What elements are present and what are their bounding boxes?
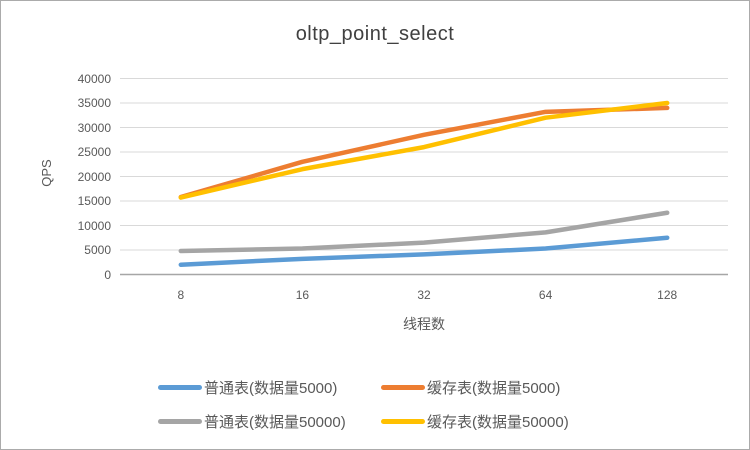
x-tick-label: 16 [295,288,310,302]
y-tick-label: 40000 [77,71,111,86]
legend-label: 普通表(数据量5000) [204,380,338,397]
series-line-2 [178,210,670,254]
series-line-1 [178,105,670,200]
x-tick-label: 64 [538,288,553,302]
y-tick-label: 15000 [77,194,111,208]
chart-title: oltp_point_select [295,23,455,45]
legend-label: 缓存表(数据量50000) [427,414,569,431]
legend-item: 普通表(数据量5000) [158,377,381,398]
y-tick-label: 30000 [77,120,111,135]
legend-swatch [381,385,425,390]
x-tick-label: 32 [417,288,431,302]
y-tick-label: 0 [104,267,111,282]
x-tick-label: 128 [657,288,678,302]
series-line-0 [178,235,670,267]
legend: 普通表(数据量5000) 缓存表(数据量5000) 普通表(数据量50000) 缓存表… [158,377,604,432]
legend-item: 普通表(数据量50000) [158,411,381,432]
y-tick-label: 10000 [77,218,111,233]
legend-item: 缓存表(数据量5000) [381,377,604,398]
y-tick-label: 35000 [77,96,111,110]
y-tick-label: 25000 [77,145,111,159]
x-tick-label: 8 [177,288,185,302]
y-axis-title: QPS [39,159,54,187]
legend-item: 缓存表(数据量50000) [381,411,604,432]
x-axis-title: 线程数 [403,316,445,332]
legend-label: 普通表(数据量50000) [204,414,346,431]
legend-swatch [158,419,202,424]
y-tick-label: 20000 [77,169,111,184]
legend-swatch [158,385,202,390]
legend-swatch [381,419,425,424]
series-line-3 [178,100,670,200]
legend-label: 缓存表(数据量5000) [427,380,561,397]
y-tick-label: 5000 [84,243,111,257]
